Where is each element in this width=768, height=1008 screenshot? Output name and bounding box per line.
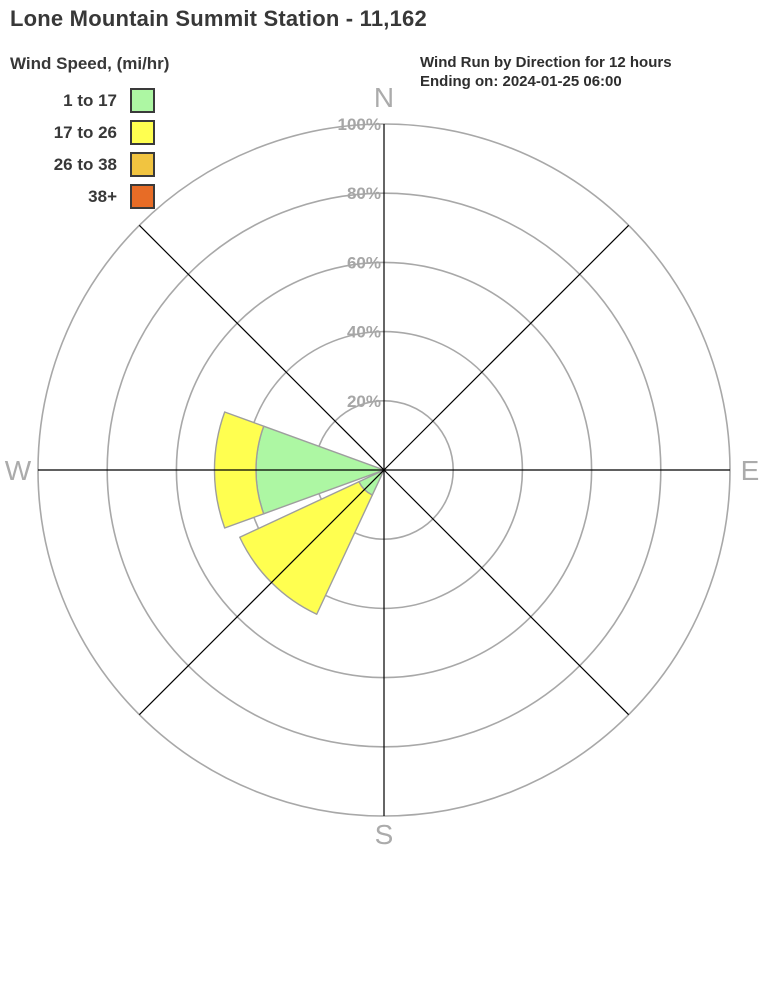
radial-tick-label-40: 40% [347,323,381,342]
legend-rows: 1 to 17 17 to 26 26 to 38 38+ [10,88,169,209]
legend-swatch [130,184,155,209]
legend-item-label: 1 to 17 [63,90,117,110]
wind-speed-legend: Wind Speed, (mi/hr) 1 to 17 17 to 26 26 to… [10,54,169,209]
legend-item-label: 38+ [88,186,117,206]
compass-label-w: W [5,455,32,486]
legend-swatch [130,120,155,145]
legend-item-label: 17 to 26 [53,122,117,142]
compass-label-e: E [741,455,760,486]
spoke-ne [383,224,630,471]
radial-tick-label-80: 80% [347,184,381,203]
compass-label-n: N [374,82,394,113]
wind-run-subtitle: Wind Run by Direction for 12 hours Endin… [420,53,760,91]
legend-item: 26 to 38 [10,152,169,177]
page-title: Lone Mountain Summit Station - 11,162 [10,6,427,31]
legend-item: 38+ [10,184,169,209]
wind-run-subtitle-line2: Ending on: 2024-01-25 06:00 [420,73,622,90]
legend-title: Wind Speed, (mi/hr) [10,54,170,73]
legend-swatch [130,152,155,177]
radial-tick-label-20: 20% [347,392,381,411]
legend-item-label: 26 to 38 [53,154,117,174]
legend-item: 1 to 17 [10,88,169,113]
wind-run-subtitle-line1: Wind Run by Direction for 12 hours [420,54,672,71]
spoke-nw [138,224,385,471]
spoke-se [383,469,630,716]
radial-tick-label-100: 100% [338,115,381,134]
legend-item: 17 to 26 [10,120,169,145]
spoke-sw [138,469,385,716]
radial-tick-label-60: 60% [347,253,381,272]
compass-label-s: S [375,819,394,850]
legend-swatch [130,88,155,113]
